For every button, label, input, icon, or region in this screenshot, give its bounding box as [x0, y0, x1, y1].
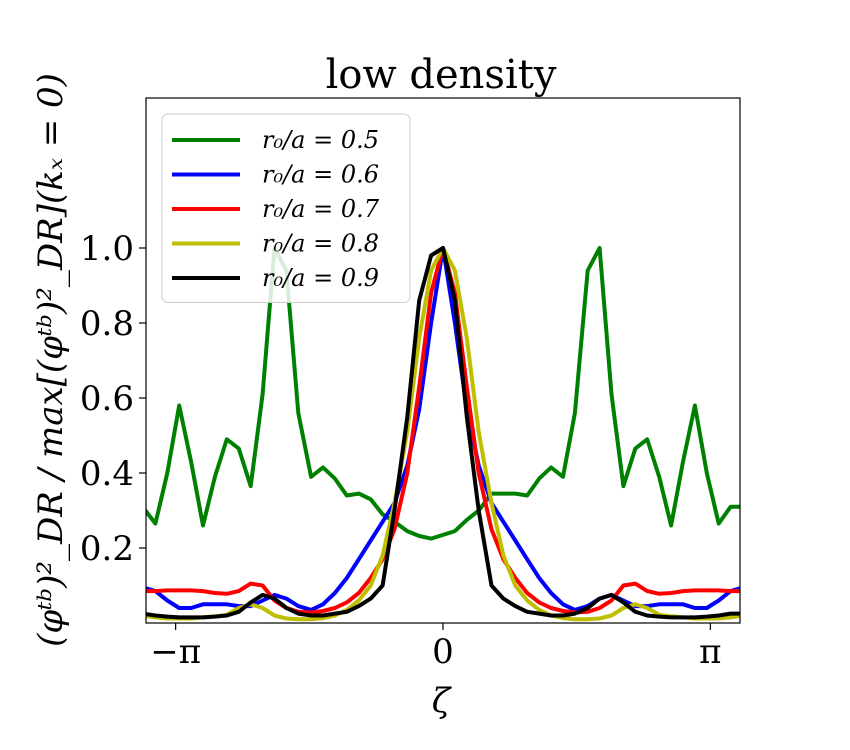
x-tick-label-3: π [699, 632, 721, 672]
x-tick-label-2: 0 [432, 632, 454, 672]
chart-title: low density [326, 52, 557, 98]
legend-label-5: r₀/a = 0.9 [262, 264, 379, 292]
x-axis-ticks: −π 0 π [150, 623, 722, 672]
y-axis-ticks: 0.2 0.4 0.6 0.8 1.0 [80, 229, 146, 569]
y-tick-label-4: 0.8 [80, 304, 134, 344]
y-tick-label-5: 1.0 [80, 229, 134, 269]
legend: r₀/a = 0.5 r₀/a = 0.6 r₀/a = 0.7 r₀/a = 0.8… [161, 113, 411, 303]
y-axis-label: (φᵗᵇ)²_DR / max[(φᵗᵇ)²_DR](kₓ = 0) [31, 73, 71, 647]
legend-label-3: r₀/a = 0.7 [262, 195, 380, 223]
series-layer [146, 246, 740, 622]
y-tick-label-3: 0.6 [80, 379, 134, 419]
legend-label-2: r₀/a = 0.6 [262, 161, 379, 189]
series-line-5 [146, 246, 740, 620]
y-tick-label-2: 0.4 [80, 454, 134, 494]
x-tick-label-1: −π [150, 632, 201, 672]
legend-label-4: r₀/a = 0.8 [262, 230, 379, 258]
y-tick-label-1: 0.2 [80, 529, 134, 569]
legend-label-1: r₀/a = 0.5 [262, 126, 379, 154]
legend-box [161, 113, 411, 303]
series-line-1 [146, 246, 740, 541]
x-axis-label: ζ [432, 681, 453, 721]
